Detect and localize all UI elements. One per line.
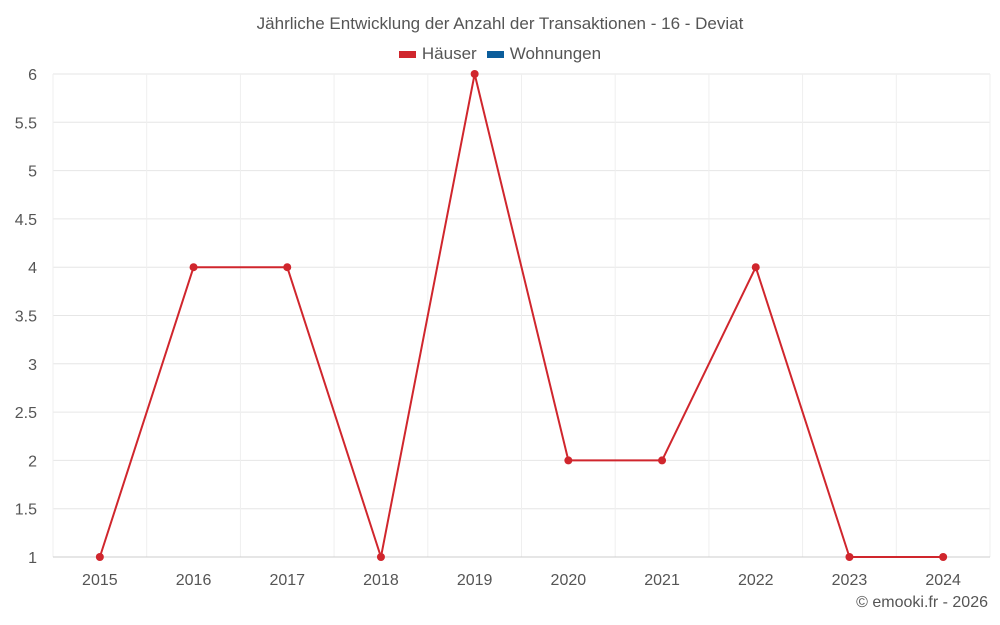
y-tick-label: 3 [28,357,37,374]
y-tick-label: 3.5 [15,309,37,326]
legend-swatch-haeuser [398,50,416,58]
legend-item-haeuser[interactable]: Häuser [398,44,477,64]
y-tick-label: 4.5 [15,212,37,229]
grid [52,73,991,558]
legend-label-haeuser: Häuser [421,44,477,63]
chart-title: Jährliche Entwicklung der Anzahl der Tra… [256,14,744,33]
x-tick-label: 2022 [738,572,774,589]
y-tick-label: 2 [28,453,37,470]
y-tick-label: 4 [28,260,37,277]
x-tick-label: 2018 [363,572,399,589]
y-tick-label: 5 [28,164,37,181]
y-tick-label: 1 [28,550,37,567]
x-tick-label: 2024 [925,572,961,589]
x-tick-label: 2020 [551,572,587,589]
data-point[interactable] [189,263,198,272]
data-point[interactable] [751,263,760,272]
data-point[interactable] [283,263,292,272]
legend-swatch-wohnungen [486,50,504,58]
data-point[interactable] [564,456,573,465]
x-tick-label: 2015 [82,572,118,589]
data-point[interactable] [939,553,948,561]
y-tick-label: 1.5 [15,502,37,519]
series-layer [95,70,948,561]
x-tick-label: 2019 [457,572,493,589]
series-line-häuser [98,73,944,558]
data-point[interactable] [95,553,104,561]
y-tick-label: 6 [28,67,37,84]
y-tick-label: 5.5 [15,115,37,132]
legend-item-wohnungen[interactable]: Wohnungen [486,44,602,64]
data-point[interactable] [470,70,479,78]
y-tick-label: 2.5 [15,405,37,422]
legend: Häuser Wohnungen [0,44,1000,64]
data-point[interactable] [376,553,385,561]
data-point[interactable] [845,553,854,561]
credit-text: © emooki.fr - 2026 [856,594,988,611]
data-point[interactable] [658,456,667,465]
legend-label-wohnungen: Wohnungen [509,44,602,63]
x-tick-label: 2016 [176,572,212,589]
x-tick-label: 2021 [644,572,680,589]
axes: 1 1.5 2 2.5 3 3.5 4 4.5 5 5.5 6 2015 2016 2017 2018 201… [15,67,990,589]
x-tick-label: 2023 [832,572,868,589]
x-tick-label: 2017 [269,572,305,589]
